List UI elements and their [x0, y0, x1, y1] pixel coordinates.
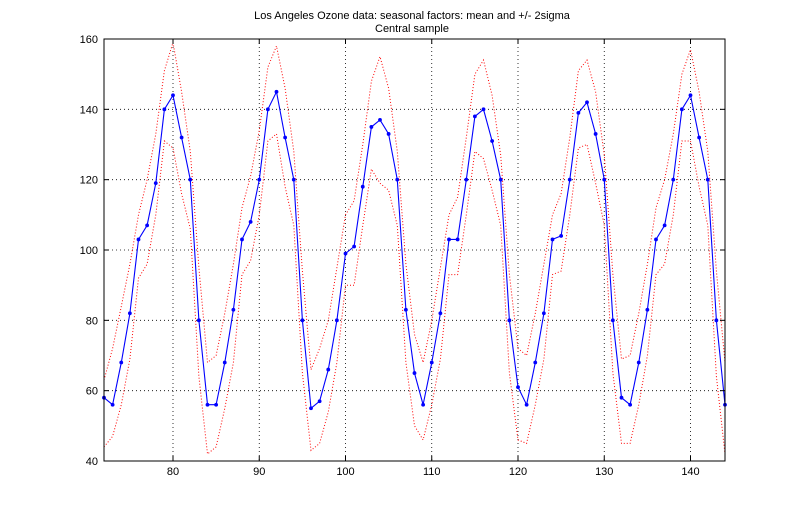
mean-point [162, 107, 167, 112]
mean-point [205, 402, 210, 407]
mean-point [240, 237, 244, 242]
x-tick-label: 140 [681, 466, 699, 478]
mean-point [317, 399, 322, 404]
mean-point [688, 93, 693, 98]
mean-point [602, 177, 607, 182]
mean-point [619, 395, 624, 400]
series-group [102, 42, 727, 455]
mean-point [421, 402, 426, 407]
mean-point [429, 360, 434, 365]
mean-point [671, 177, 676, 182]
mean-point [697, 135, 702, 140]
mean-point [593, 132, 598, 136]
y-tick-label: 40 [86, 456, 98, 468]
mean-point [636, 360, 641, 365]
mean-point [119, 360, 124, 365]
mean-point [550, 237, 555, 242]
x-tick-label: 90 [253, 466, 265, 478]
mean-point [585, 100, 589, 105]
x-tick-label: 120 [509, 466, 527, 478]
x-tick-label: 130 [595, 466, 613, 478]
mean-point [576, 110, 581, 115]
mean-point [283, 135, 288, 140]
mean-point [464, 177, 469, 182]
mean-point [679, 107, 684, 112]
mean-point [309, 406, 313, 411]
mean-point [395, 177, 400, 182]
mean-point [326, 367, 331, 372]
mean-point [516, 385, 520, 390]
mean-point [481, 107, 486, 112]
mean-point [455, 237, 460, 242]
mean-point [705, 177, 710, 182]
y-tick-label: 160 [80, 34, 98, 46]
mean-point [507, 318, 512, 323]
y-tick-label: 120 [80, 175, 98, 187]
mean-point [360, 184, 365, 189]
mean-point [654, 237, 658, 242]
mean-point [412, 371, 417, 375]
mean-point [291, 177, 296, 182]
mean-point [378, 117, 382, 122]
mean-point [403, 307, 408, 312]
mean-point [171, 93, 175, 98]
chart-title: Los Angeles Ozone data: seasonal factors… [254, 10, 571, 22]
mean-point [300, 318, 305, 323]
plot-area [104, 39, 725, 461]
mean-point [188, 177, 193, 182]
mean-point [136, 237, 141, 242]
mean-point [533, 360, 538, 365]
mean-point [498, 177, 503, 182]
chart-subtitle: Central sample [375, 23, 449, 35]
mean-point [352, 244, 357, 249]
mean-point [248, 219, 253, 224]
mean-point [559, 234, 564, 238]
mean-point [472, 114, 477, 119]
mean-point [386, 132, 391, 136]
mean-point [274, 89, 279, 94]
mean-point [257, 177, 262, 182]
y-tick-label: 100 [80, 245, 98, 257]
mean-point [110, 402, 115, 407]
mean-point [179, 135, 184, 140]
x-tick-label: 80 [167, 466, 179, 478]
mean-point [541, 311, 546, 316]
y-tick-label: 140 [80, 104, 98, 116]
mean-point [127, 311, 132, 316]
mean-point [645, 307, 650, 312]
mean-point [567, 177, 572, 182]
mean-point [145, 223, 150, 228]
lower-bound-line [103, 132, 726, 455]
mean-point [369, 125, 374, 129]
mean-point [714, 318, 719, 323]
mean-point [222, 360, 227, 365]
mean-point [524, 402, 529, 407]
mean-point [438, 311, 443, 316]
mean-point [610, 318, 615, 323]
x-tick-label: 100 [336, 466, 354, 478]
mean-point [196, 318, 201, 323]
mean-point [231, 307, 236, 312]
mean-point [153, 181, 158, 186]
y-tick-label: 80 [86, 315, 98, 327]
axes: 80 90 100 110 120 130 140 40 60 80 100 120 140 160 [80, 34, 725, 478]
mean-point [628, 402, 633, 407]
mean-point [343, 251, 348, 256]
mean-point [334, 318, 339, 323]
mean-point [447, 237, 451, 242]
mean-point [265, 107, 270, 112]
x-tick-label: 110 [423, 466, 441, 478]
mean-point [662, 223, 667, 228]
mean-point [490, 139, 495, 143]
y-tick-label: 60 [86, 386, 98, 398]
mean-point [214, 402, 219, 407]
